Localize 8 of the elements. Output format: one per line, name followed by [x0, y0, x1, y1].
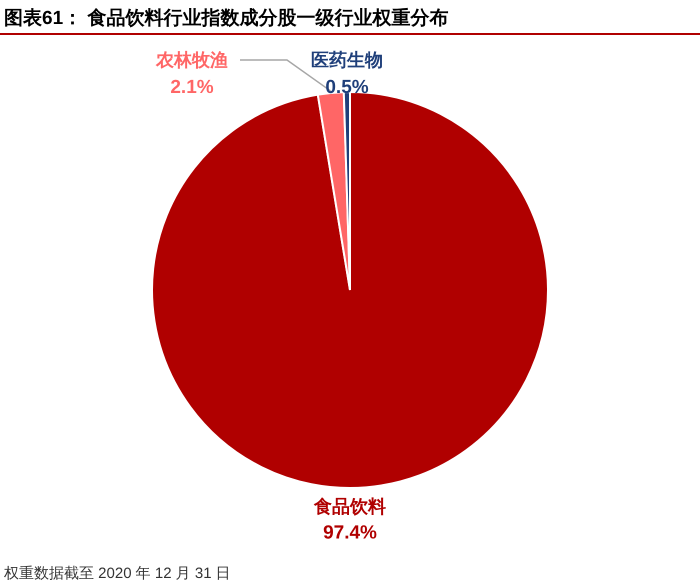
data-label: 97.4% — [323, 522, 378, 544]
data-label: 0.5% — [325, 77, 369, 98]
slice-label: 医药生物 — [311, 50, 383, 70]
text: 权重数据截至 2020 年 12 月 31 日 — [3, 565, 231, 582]
chart-title: 图表61： 食品饮料行业指数成分股一级行业权重分布 — [4, 7, 448, 29]
slice-label: 食品饮料 — [313, 496, 386, 516]
slice-label: 农林牧渔 — [155, 50, 228, 70]
data-label: 2.1% — [170, 77, 214, 98]
